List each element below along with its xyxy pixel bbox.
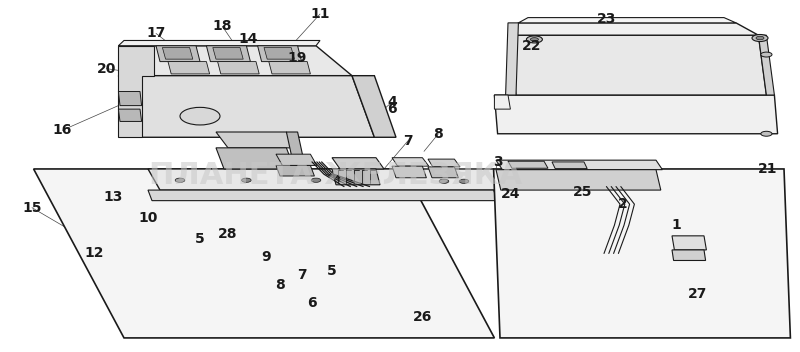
Text: ПЛАНЕТА ЖЕЛЕЗЯКА: ПЛАНЕТА ЖЕЛЕЗЯКА bbox=[150, 162, 522, 190]
Text: 27: 27 bbox=[688, 287, 707, 301]
Polygon shape bbox=[118, 109, 142, 121]
Polygon shape bbox=[332, 158, 384, 169]
Text: 24: 24 bbox=[501, 187, 520, 201]
Text: 16: 16 bbox=[53, 123, 72, 137]
Polygon shape bbox=[276, 154, 317, 165]
Text: 6: 6 bbox=[307, 296, 317, 310]
Text: 7: 7 bbox=[403, 134, 413, 148]
Polygon shape bbox=[508, 23, 758, 35]
Polygon shape bbox=[672, 250, 706, 260]
Text: 26: 26 bbox=[413, 310, 432, 324]
Polygon shape bbox=[392, 158, 429, 166]
Polygon shape bbox=[34, 169, 494, 338]
Polygon shape bbox=[352, 76, 396, 137]
Text: 8: 8 bbox=[434, 127, 443, 141]
Polygon shape bbox=[758, 35, 774, 95]
Text: 5: 5 bbox=[327, 264, 337, 278]
Circle shape bbox=[756, 36, 764, 40]
Circle shape bbox=[311, 178, 321, 182]
Polygon shape bbox=[213, 48, 243, 59]
Polygon shape bbox=[162, 48, 193, 59]
Text: 23: 23 bbox=[597, 12, 616, 26]
Circle shape bbox=[752, 34, 768, 42]
Circle shape bbox=[530, 38, 538, 41]
Polygon shape bbox=[218, 62, 259, 74]
Polygon shape bbox=[552, 162, 587, 169]
Polygon shape bbox=[168, 62, 210, 74]
Text: 2: 2 bbox=[618, 197, 627, 211]
Polygon shape bbox=[148, 190, 498, 201]
Text: 14: 14 bbox=[238, 32, 258, 46]
Text: 8: 8 bbox=[275, 278, 285, 292]
Polygon shape bbox=[148, 169, 508, 190]
Polygon shape bbox=[118, 46, 352, 76]
Polygon shape bbox=[118, 46, 154, 137]
Polygon shape bbox=[216, 148, 294, 169]
Text: 15: 15 bbox=[22, 201, 42, 215]
Polygon shape bbox=[258, 46, 302, 62]
Polygon shape bbox=[332, 169, 380, 185]
Polygon shape bbox=[494, 95, 778, 134]
Text: 9: 9 bbox=[261, 250, 270, 264]
Circle shape bbox=[761, 131, 772, 136]
Circle shape bbox=[242, 178, 251, 182]
Text: 20: 20 bbox=[97, 62, 116, 76]
Circle shape bbox=[439, 179, 449, 183]
Polygon shape bbox=[216, 132, 298, 148]
Text: 7: 7 bbox=[298, 268, 307, 282]
Polygon shape bbox=[508, 35, 766, 95]
Text: 28: 28 bbox=[218, 227, 238, 241]
Text: 5: 5 bbox=[195, 232, 205, 246]
Text: 12: 12 bbox=[85, 246, 104, 260]
Polygon shape bbox=[508, 161, 548, 168]
Polygon shape bbox=[672, 236, 706, 250]
Polygon shape bbox=[494, 95, 510, 109]
Polygon shape bbox=[206, 46, 250, 62]
Polygon shape bbox=[118, 76, 374, 137]
Text: 3: 3 bbox=[493, 155, 502, 169]
Polygon shape bbox=[118, 40, 320, 46]
Text: 22: 22 bbox=[522, 39, 542, 53]
Text: 18: 18 bbox=[213, 19, 232, 33]
Polygon shape bbox=[269, 62, 310, 74]
Text: 10: 10 bbox=[138, 211, 158, 225]
Polygon shape bbox=[156, 46, 200, 62]
Polygon shape bbox=[496, 160, 662, 170]
Polygon shape bbox=[496, 170, 661, 190]
Circle shape bbox=[526, 36, 542, 43]
Polygon shape bbox=[494, 169, 790, 338]
Polygon shape bbox=[286, 132, 306, 169]
Polygon shape bbox=[392, 166, 426, 178]
Text: 6: 6 bbox=[387, 102, 397, 116]
Text: 25: 25 bbox=[573, 185, 592, 199]
Text: 1: 1 bbox=[671, 218, 681, 232]
Polygon shape bbox=[506, 23, 518, 95]
Circle shape bbox=[180, 107, 220, 125]
Circle shape bbox=[175, 178, 185, 182]
Polygon shape bbox=[118, 92, 142, 106]
Polygon shape bbox=[264, 48, 294, 59]
Text: 19: 19 bbox=[288, 51, 307, 65]
Circle shape bbox=[459, 179, 469, 183]
Polygon shape bbox=[428, 167, 458, 178]
Text: 13: 13 bbox=[104, 190, 123, 204]
Text: 17: 17 bbox=[146, 26, 166, 40]
Polygon shape bbox=[428, 159, 460, 167]
Text: 11: 11 bbox=[310, 7, 330, 21]
Text: 4: 4 bbox=[387, 95, 397, 109]
Text: 21: 21 bbox=[758, 162, 778, 176]
Polygon shape bbox=[276, 165, 314, 176]
Polygon shape bbox=[518, 18, 736, 23]
Circle shape bbox=[761, 52, 772, 57]
